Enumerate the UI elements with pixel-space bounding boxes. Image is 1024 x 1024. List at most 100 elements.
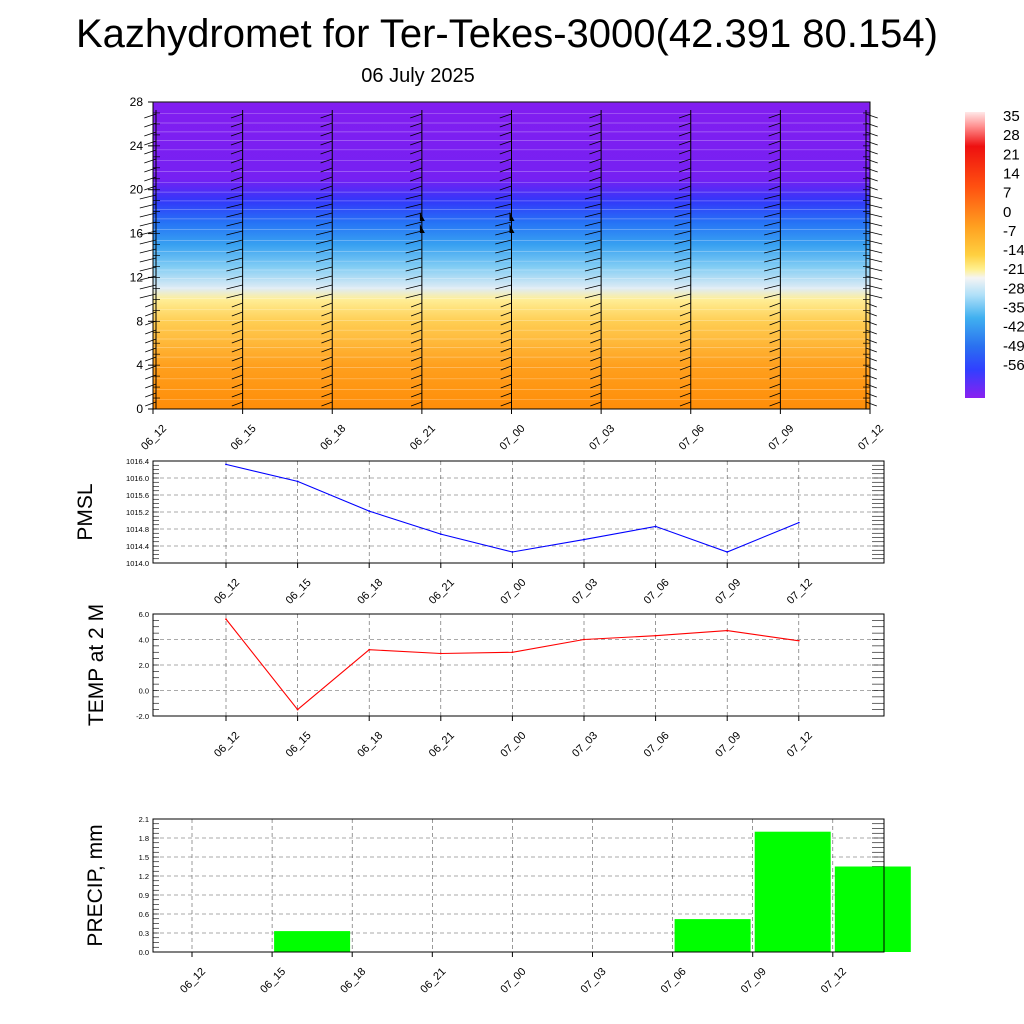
- x-tick-label: 06_21: [427, 577, 457, 607]
- wind-barb-feather: [769, 347, 781, 353]
- pmsl-panel: 1014.0 1014.4 1014.8 1015.2 1015.6 1016.0 1016…: [74, 457, 885, 607]
- wind-barb-feather: [320, 113, 333, 119]
- colorbar-label: 0: [1003, 204, 1011, 221]
- y-tick-label: 28: [130, 95, 144, 109]
- wind-barb-feather: [320, 140, 333, 146]
- wind-barb-feather: [865, 293, 883, 299]
- wind-barb-feather: [495, 284, 512, 290]
- wind-barb-feather: [500, 365, 512, 371]
- wind-barb-feather: [410, 392, 423, 398]
- wind-barb-feather: [768, 122, 781, 128]
- wind-barb-feather: [865, 365, 877, 371]
- precip-bar: [674, 919, 751, 952]
- wind-barb-feather: [865, 257, 883, 263]
- wind-barb-feather: [865, 302, 877, 308]
- wind-barb-feather: [678, 113, 691, 119]
- wind-barb-pennant: [419, 224, 425, 233]
- wind-barb-feather: [499, 176, 512, 182]
- wind-barb-feather: [405, 221, 422, 227]
- x-tick-label: 07_09: [713, 577, 743, 607]
- wind-barb-feather: [410, 329, 423, 335]
- wind-barb-feather: [500, 338, 512, 344]
- wind-barb-feather: [145, 401, 157, 407]
- wind-barb-feather: [410, 158, 423, 164]
- wind-barb-feather: [674, 194, 691, 200]
- wind-barb-feather: [678, 122, 691, 128]
- wind-barb-feather: [410, 320, 423, 326]
- y-tick-label: 0: [136, 402, 143, 416]
- wind-barb-feather: [320, 176, 333, 182]
- wind-barb-feather: [674, 257, 691, 263]
- wind-barb-feather: [769, 401, 781, 407]
- wind-barb-feather: [584, 284, 602, 290]
- wind-barb-feather: [231, 356, 243, 362]
- wind-barb-feather: [315, 239, 333, 245]
- wind-barb-feather: [584, 239, 602, 245]
- wind-barb-feather: [230, 131, 243, 137]
- wind-barb-feather: [145, 374, 157, 380]
- colorbar-label: 35: [1003, 108, 1020, 125]
- wind-barb-feather: [584, 293, 602, 299]
- temp-point: [511, 651, 514, 654]
- x-tick-label: 06_15: [229, 423, 259, 453]
- wind-barb-feather: [410, 140, 423, 146]
- wind-barb-feather: [865, 149, 878, 155]
- wind-barb-feather: [589, 122, 602, 128]
- x-tick-label: 07_06: [642, 730, 672, 760]
- precip-bar: [754, 831, 831, 952]
- colorbar-label: -14: [1003, 242, 1024, 259]
- wind-barb-feather: [865, 194, 883, 200]
- x-tick-label: 06_12: [139, 423, 169, 453]
- wind-barb-feather: [584, 221, 602, 227]
- pmsl-point: [726, 551, 729, 553]
- wind-barb-feather: [584, 248, 602, 254]
- wind-barb-feather: [230, 158, 243, 164]
- y-tick-label: 1014.0: [126, 559, 149, 568]
- y-tick-label: 2.1: [139, 815, 149, 824]
- wind-barb-feather: [500, 374, 512, 380]
- wind-barb-feather: [495, 275, 512, 281]
- wind-barb-feather: [865, 401, 877, 407]
- wind-barb-feather: [589, 149, 602, 155]
- colorbar-label: 21: [1003, 146, 1020, 163]
- wind-barb-feather: [495, 194, 512, 200]
- wind-barb-feather: [226, 257, 243, 263]
- wind-barb-feather: [495, 221, 512, 227]
- x-tick-label: 07_12: [785, 730, 815, 760]
- wind-barb-feather: [405, 230, 422, 236]
- wind-barb-feather: [410, 149, 423, 155]
- wind-barb-feather: [405, 212, 422, 218]
- wind-barb-feather: [679, 356, 691, 362]
- y-axis-label: TEMP at 2 M: [85, 604, 108, 726]
- wind-barb-feather: [231, 338, 243, 344]
- temp-point: [368, 648, 371, 651]
- wind-barb-feather: [144, 176, 157, 182]
- wind-barb-feather: [590, 302, 602, 308]
- y-tick-label: -2.0: [136, 712, 149, 721]
- y-tick-label: 2.0: [139, 661, 149, 670]
- wind-barb-feather: [769, 383, 781, 389]
- x-tick-label: 06_18: [355, 730, 385, 760]
- wind-barb-feather: [584, 275, 602, 281]
- x-tick-label: 06_18: [318, 423, 348, 453]
- wind-barb-feather: [764, 230, 781, 236]
- wind-barb-feather: [769, 356, 781, 362]
- wind-barb-feather: [678, 158, 691, 164]
- x-tick-label: 06_21: [427, 730, 457, 760]
- y-tick-label: 1.2: [139, 872, 149, 881]
- temp-point: [225, 618, 227, 620]
- wind-barb-feather: [678, 176, 691, 182]
- wind-barb-feather: [410, 113, 423, 119]
- wind-barb-feather: [499, 131, 512, 137]
- wind-barb-feather: [321, 383, 333, 389]
- x-tick-label: 07_00: [498, 577, 528, 607]
- wind-barb-feather: [410, 347, 423, 353]
- pmsl-point: [439, 533, 442, 535]
- wind-barb-feather: [145, 383, 157, 389]
- wind-barb-feather: [769, 365, 781, 371]
- wind-barb-feather: [495, 203, 512, 209]
- wind-barb-feather: [865, 338, 877, 344]
- wind-barb-feather: [589, 185, 602, 191]
- wind-barb-feather: [865, 266, 883, 272]
- wind-barb-feather: [865, 374, 877, 380]
